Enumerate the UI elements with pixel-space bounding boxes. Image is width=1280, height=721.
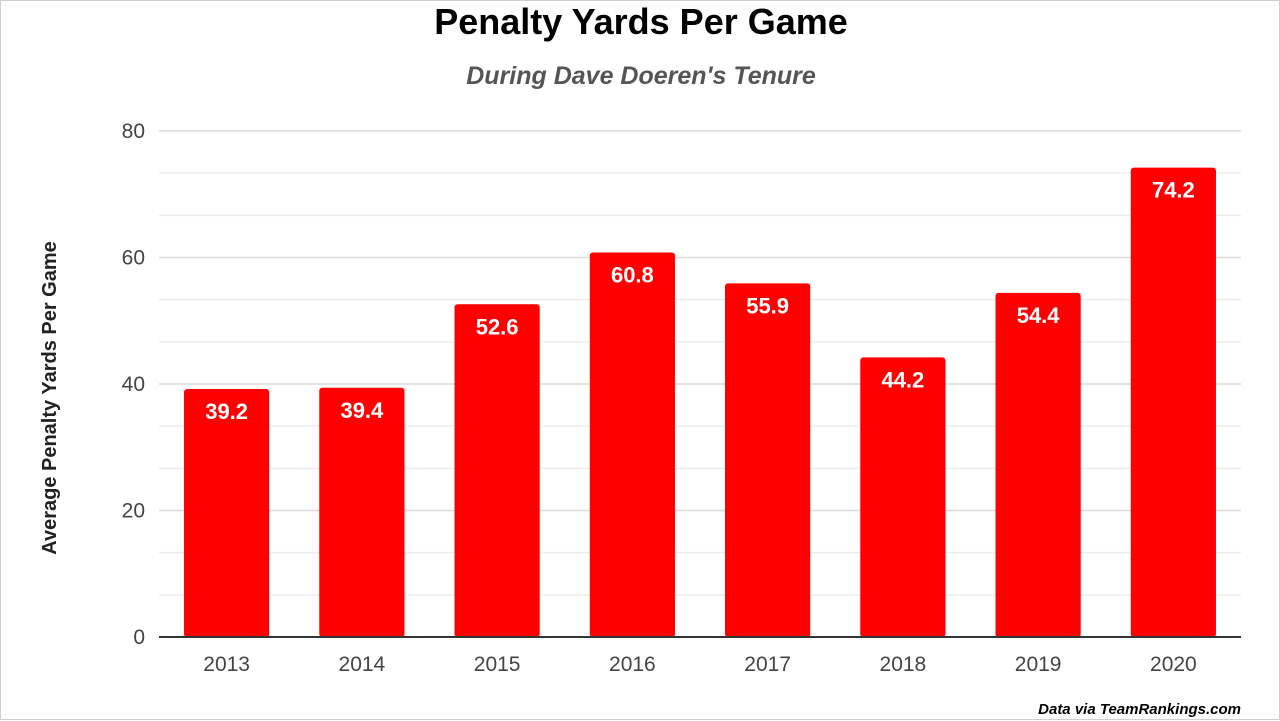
data-label-2016: 60.8 — [611, 262, 654, 287]
y-axis-label: Average Penalty Yards Per Game — [39, 241, 61, 555]
y-tick-label: 40 — [122, 373, 145, 396]
bars: 39.2 39.4 52.6 60.8 55.9 44.2 54.4 74.2 — [184, 167, 1216, 637]
bar-2020 — [1130, 167, 1216, 637]
source-note: Data via TeamRankings.com — [1038, 701, 1241, 718]
y-axis-ticks: 0 20 40 60 80 — [122, 120, 145, 649]
chart-title: Penalty Yards Per Game — [434, 1, 848, 42]
bar-2016 — [589, 252, 675, 637]
bar-2014 — [319, 387, 405, 637]
y-tick-label: 60 — [122, 247, 145, 270]
bar-2019 — [995, 292, 1081, 637]
bar-2013 — [184, 389, 270, 637]
chart-subtitle: During Dave Doeren's Tenure — [466, 62, 816, 90]
x-tick-label-2015: 2015 — [474, 653, 521, 676]
data-label-2018: 44.2 — [881, 367, 924, 392]
data-label-2013: 39.2 — [205, 399, 248, 424]
data-label-2019: 54.4 — [1017, 303, 1061, 328]
y-tick-label: 80 — [122, 120, 145, 143]
data-label-2020: 74.2 — [1152, 178, 1195, 203]
x-tick-label-2020: 2020 — [1150, 653, 1197, 676]
data-label-2014: 39.4 — [340, 398, 384, 423]
x-tick-label-2016: 2016 — [609, 653, 656, 676]
x-tick-label-2013: 2013 — [203, 653, 250, 676]
y-tick-label: 0 — [133, 626, 145, 649]
data-label-2017: 55.9 — [746, 293, 789, 318]
x-axis-ticks: 2013 2014 2015 2016 2017 2018 2019 2020 — [203, 653, 1196, 676]
data-label-2015: 52.6 — [476, 314, 519, 339]
x-tick-label-2019: 2019 — [1015, 653, 1062, 676]
bar-2017 — [725, 283, 811, 637]
x-tick-label-2017: 2017 — [744, 653, 791, 676]
bar-2015 — [454, 304, 540, 637]
y-tick-label: 20 — [122, 500, 145, 523]
x-tick-label-2014: 2014 — [339, 653, 386, 676]
x-tick-label-2018: 2018 — [880, 653, 927, 676]
bar-2018 — [860, 357, 946, 637]
